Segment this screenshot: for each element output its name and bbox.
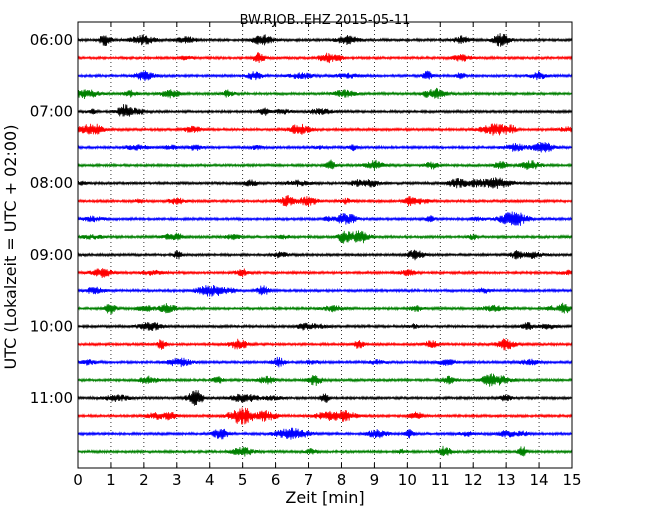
trace-0900: [77, 249, 573, 261]
x-tick-label-9: 9: [370, 471, 380, 489]
trace-0645: [77, 87, 573, 100]
trace-0815: [77, 195, 573, 207]
x-tick-label-6: 6: [271, 471, 281, 489]
x-tick-label-0: 0: [73, 471, 83, 489]
trace-0630: [77, 70, 573, 82]
trace-0945: [77, 302, 573, 315]
y-tick-label-2: 08:00: [30, 174, 73, 192]
trace-1030: [77, 356, 573, 368]
trace-0745: [77, 159, 573, 171]
trace-0700: [77, 104, 573, 117]
trace-1115: [77, 407, 573, 425]
trace-0600: [77, 33, 573, 47]
x-tick-label-4: 4: [205, 471, 215, 489]
trace-0615: [77, 52, 573, 64]
trace-0930: [77, 284, 573, 297]
y-axis-ticks: 06:00 07:00 08:00 09:00 10:00 11:00: [30, 31, 572, 407]
trace-0915: [77, 268, 573, 278]
y-tick-label-4: 10:00: [30, 317, 73, 335]
y-tick-label-5: 11:00: [30, 389, 73, 407]
y-axis-label: UTC (Lokalzeit = UTC + 02:00): [1, 125, 20, 370]
trace-0730: [77, 142, 573, 153]
trace-0800: [77, 177, 573, 189]
trace-0845: [77, 230, 573, 244]
x-tick-label-14: 14: [530, 471, 549, 489]
y-tick-label-1: 07:00: [30, 103, 73, 121]
chart-title: BW.RJOB..EHZ 2015-05-11: [240, 13, 411, 28]
seismic-traces: [77, 33, 573, 457]
x-tick-label-1: 1: [106, 471, 116, 489]
x-tick-label-8: 8: [337, 471, 347, 489]
x-axis-ticks: 0 1 2 3 4 5 6 7 8 9 10 11 12 13 14 15: [73, 22, 582, 489]
y-tick-label-0: 06:00: [30, 31, 73, 49]
trace-1100: [77, 389, 573, 406]
trace-1045: [77, 373, 573, 387]
trace-0830: [77, 211, 573, 226]
y-tick-label-3: 09:00: [30, 246, 73, 264]
x-tick-label-12: 12: [464, 471, 483, 489]
x-tick-label-7: 7: [304, 471, 314, 489]
x-tick-label-13: 13: [497, 471, 516, 489]
trace-1130: [77, 427, 573, 440]
x-tick-label-15: 15: [562, 471, 581, 489]
x-tick-label-5: 5: [238, 471, 248, 489]
x-tick-label-11: 11: [431, 471, 450, 489]
trace-1145: [77, 445, 573, 457]
trace-1015: [77, 338, 573, 351]
x-axis-label: Zeit [min]: [285, 488, 364, 507]
trace-0715: [77, 123, 573, 136]
x-tick-label-2: 2: [139, 471, 149, 489]
plot-frame: [77, 21, 573, 469]
trace-1000: [77, 322, 573, 331]
x-tick-label-3: 3: [172, 471, 182, 489]
x-tick-label-10: 10: [398, 471, 417, 489]
